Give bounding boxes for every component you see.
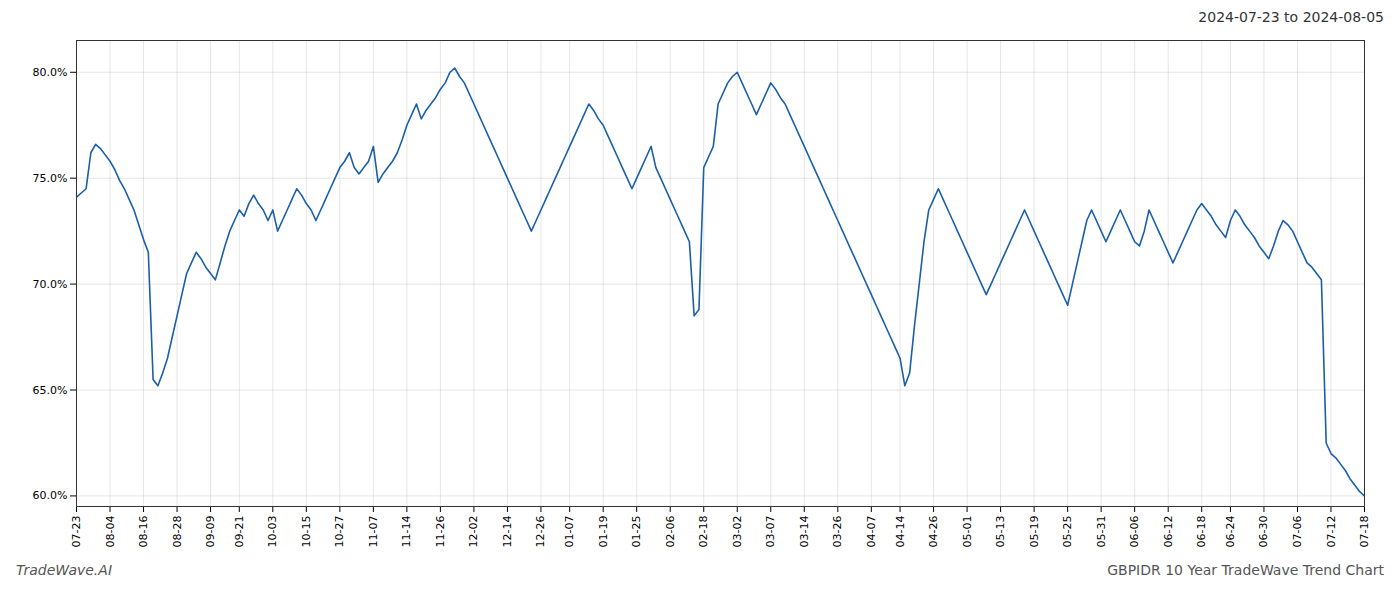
svg-text:10-27: 10-27 [333, 516, 346, 548]
svg-text:07-23: 07-23 [70, 516, 83, 548]
svg-text:08-04: 08-04 [104, 516, 117, 548]
svg-text:03-26: 03-26 [831, 516, 844, 548]
svg-text:07-18: 07-18 [1358, 516, 1371, 548]
svg-text:80.0%: 80.0% [33, 66, 68, 79]
svg-text:08-28: 08-28 [171, 516, 184, 548]
svg-text:11-07: 11-07 [367, 516, 380, 548]
svg-text:01-25: 01-25 [630, 516, 643, 548]
svg-text:07-06: 07-06 [1291, 516, 1304, 548]
svg-text:06-06: 06-06 [1128, 516, 1141, 548]
svg-text:05-19: 05-19 [1028, 516, 1041, 548]
svg-text:70.0%: 70.0% [33, 278, 68, 291]
svg-text:06-18: 06-18 [1195, 516, 1208, 548]
svg-text:05-31: 05-31 [1095, 516, 1108, 548]
svg-text:12-26: 12-26 [534, 516, 547, 548]
svg-text:06-30: 06-30 [1257, 516, 1270, 548]
html-text:TradeWave.AI: TradeWave.AI [16, 562, 112, 578]
html-text:GBPIDR 10 Year TradeWave Trend: GBPIDR 10 Year TradeWave Trend Chart [1107, 562, 1384, 578]
svg-text:01-19: 01-19 [597, 516, 610, 548]
svg-text:11-26: 11-26 [434, 516, 447, 548]
svg-text:04-26: 04-26 [927, 516, 940, 548]
svg-text:05-13: 05-13 [994, 516, 1007, 548]
svg-text:10-15: 10-15 [300, 516, 313, 548]
svg-text:02-18: 02-18 [697, 516, 710, 548]
svg-text:65.0%: 65.0% [33, 384, 68, 397]
svg-text:01-07: 01-07 [563, 516, 576, 548]
svg-text:12-02: 12-02 [467, 516, 480, 548]
svg-text:09-09: 09-09 [204, 516, 217, 548]
svg-text:08-16: 08-16 [137, 516, 150, 548]
svg-text:60.0%: 60.0% [33, 489, 68, 502]
svg-text:03-02: 03-02 [731, 516, 744, 548]
svg-text:75.0%: 75.0% [33, 172, 68, 185]
svg-text:11-14: 11-14 [400, 516, 413, 548]
svg-text:06-12: 06-12 [1162, 516, 1175, 548]
svg-text:07-12: 07-12 [1325, 516, 1338, 548]
svg-text:02-06: 02-06 [664, 516, 677, 548]
svg-text:04-07: 04-07 [865, 516, 878, 548]
html-text:2024-07-23 to 2024-08-05: 2024-07-23 to 2024-08-05 [1198, 9, 1384, 25]
svg-text:05-01: 05-01 [961, 516, 974, 548]
svg-text:06-24: 06-24 [1224, 516, 1237, 548]
svg-text:05-25: 05-25 [1061, 516, 1074, 548]
svg-text:12-14: 12-14 [501, 516, 514, 548]
svg-text:03-14: 03-14 [798, 516, 811, 548]
svg-text:04-14: 04-14 [894, 516, 907, 548]
svg-text:10-03: 10-03 [266, 516, 279, 548]
svg-text:03-07: 03-07 [764, 516, 777, 548]
svg-text:09-21: 09-21 [233, 516, 246, 548]
